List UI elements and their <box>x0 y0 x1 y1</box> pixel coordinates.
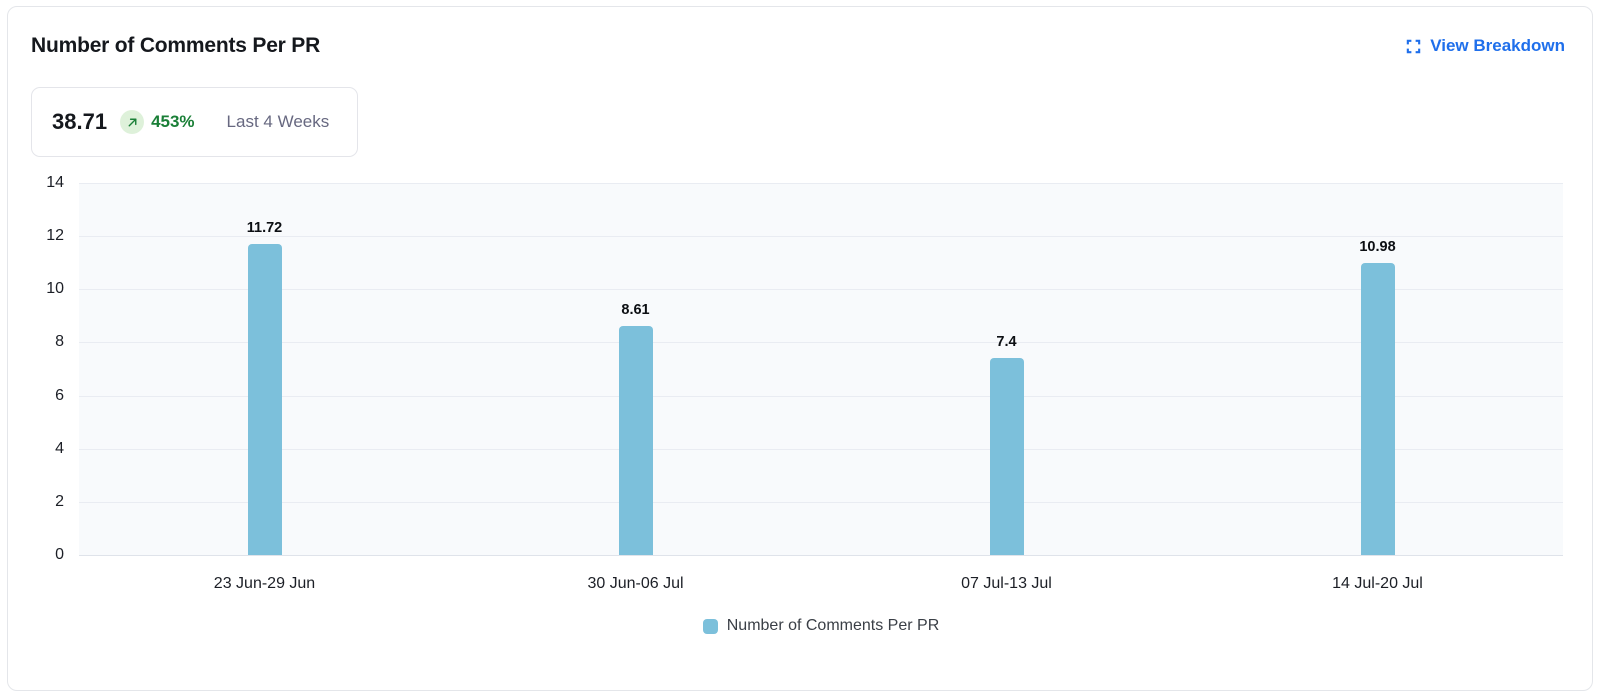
x-tick-label: 14 Jul-20 Jul <box>1332 575 1423 592</box>
y-tick-label: 14 <box>46 174 64 191</box>
summary-stat-box: 38.71 453% Last 4 Weeks <box>31 87 359 157</box>
legend-label: Number of Comments Per PR <box>726 617 940 634</box>
gridline <box>79 236 1563 238</box>
view-breakdown-label: View Breakdown <box>1430 36 1565 55</box>
bar-value-label: 11.72 <box>246 219 283 236</box>
y-tick-label: 6 <box>55 386 64 404</box>
y-tick-label: 12 <box>46 227 64 245</box>
page-title: Number of Comments Per PR <box>31 34 321 57</box>
gridline <box>79 342 1563 344</box>
legend-swatch <box>702 618 718 634</box>
view-breakdown-button[interactable]: View Breakdown <box>1405 36 1565 56</box>
stat-delta-badge: 453% <box>151 112 195 131</box>
comments-per-pr-card: Number of Comments Per PR View Breakdown… <box>7 6 1593 691</box>
y-tick-label: 2 <box>55 492 64 510</box>
stat-period-label: Last 4 Weeks <box>226 112 330 131</box>
bar[interactable] <box>1360 263 1395 555</box>
y-tick-label: 10 <box>46 280 64 298</box>
y-tick-label: 4 <box>55 439 64 457</box>
bar[interactable] <box>618 326 653 555</box>
x-tick-label: 23 Jun-29 Jun <box>213 575 316 592</box>
expand-icon <box>1405 38 1422 55</box>
y-axis: 0 2 4 6 8 10 12 14 <box>8 174 64 563</box>
gridline <box>79 289 1563 291</box>
bar-value-label: 10.98 <box>1359 239 1396 256</box>
x-tick-label: 07 Jul-13 Jul <box>961 575 1052 592</box>
plot-area: 11.72 8.61 7.4 10.98 <box>79 183 1563 556</box>
bar[interactable] <box>989 358 1024 555</box>
stat-value: 38.71 <box>52 109 108 134</box>
gridline <box>79 395 1563 397</box>
x-tick-label: 30 Jun-06 Jul <box>587 575 684 592</box>
bar[interactable] <box>247 243 282 555</box>
chart-legend: Number of Comments Per PR <box>79 617 1563 635</box>
arrow-up-right-icon <box>120 110 145 134</box>
gridline <box>79 448 1563 450</box>
y-tick-label: 8 <box>55 333 64 351</box>
bar-value-label: 7.4 <box>996 334 1017 351</box>
x-axis: 23 Jun-29 Jun 30 Jun-06 Jul 07 Jul-13 Jul 1… <box>79 575 1563 593</box>
card-header: Number of Comments Per PR View Breakdown <box>31 34 1565 58</box>
bar-value-label: 8.61 <box>621 302 650 319</box>
y-tick-label: 0 <box>55 546 64 563</box>
gridline <box>79 501 1563 503</box>
gridline <box>79 183 1563 184</box>
